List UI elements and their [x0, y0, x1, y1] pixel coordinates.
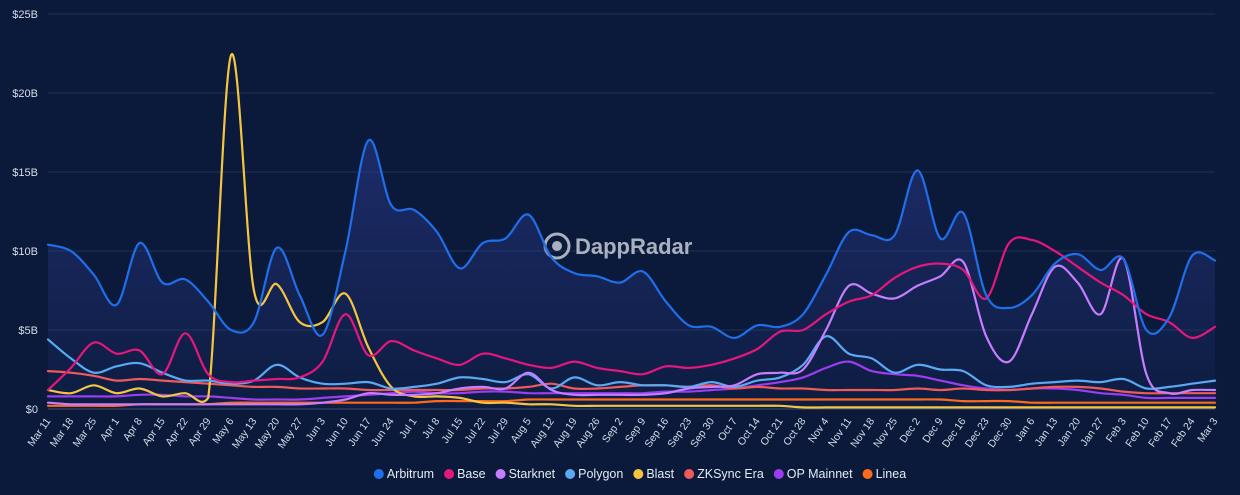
series-area-arbitrum — [48, 139, 1215, 409]
y-tick-label: $25B — [12, 9, 38, 21]
series-line-base — [46, 236, 1217, 392]
series-line-polygon — [46, 335, 1217, 391]
x-tick-label: Jan 20 — [1055, 416, 1083, 449]
legend-label: Linea — [876, 467, 907, 481]
legend-label: Starknet — [509, 467, 556, 481]
y-tick-label: $10B — [12, 246, 38, 258]
x-tick-label: Apr 1 — [98, 416, 122, 444]
y-tick-label: $15B — [12, 167, 38, 179]
x-tick-label: Oct 28 — [781, 416, 809, 448]
x-tick-label: Jul 8 — [420, 416, 443, 441]
x-tick-label: Apr 22 — [163, 416, 191, 448]
dappradar-watermark: DappRadar — [543, 232, 693, 260]
x-tick-label: Dec 30 — [986, 416, 1015, 450]
x-tick-label: Apr 29 — [186, 416, 214, 448]
legend-swatch — [444, 469, 455, 479]
legend-label: Arbitrum — [387, 467, 434, 481]
x-tick-label: Apr 15 — [140, 416, 168, 448]
legend-swatch — [633, 469, 644, 479]
legend-item-polygon[interactable]: Polygon — [565, 467, 623, 481]
legend-item-blast[interactable]: Blast — [633, 467, 675, 481]
series-line-blast — [46, 53, 1217, 409]
series-lines — [46, 53, 1217, 409]
x-tick-label: Jul 29 — [485, 416, 511, 446]
legend-item-op-mainnet[interactable]: OP Mainnet — [773, 467, 853, 481]
x-tick-label: Oct 21 — [758, 416, 786, 448]
legend-item-arbitrum[interactable]: Arbitrum — [373, 467, 434, 481]
legend-item-starknet[interactable]: Starknet — [495, 467, 556, 481]
legend-swatch — [862, 469, 873, 479]
x-tick-label: Jan 13 — [1032, 416, 1060, 449]
y-axis-tick-labels: $0 $5B $10B $15B $20B $25B — [12, 9, 38, 416]
x-tick-label: Sep 2 — [600, 416, 626, 445]
y-tick-label: $20B — [12, 88, 38, 100]
x-tick-label: Jul 1 — [397, 416, 420, 441]
x-tick-label: Jun 24 — [369, 416, 397, 449]
legend: Arbitrum Base Starknet Polygon Blast ZKSync E… — [373, 467, 907, 481]
series-line-arbitrum — [46, 138, 1217, 340]
x-tick-label: Dec 2 — [897, 416, 923, 445]
legend-swatch — [684, 469, 695, 479]
legend-swatch — [495, 469, 506, 479]
x-tick-label: Jun 17 — [346, 416, 374, 449]
x-tick-label: Oct 14 — [735, 416, 763, 448]
legend-item-linea[interactable]: Linea — [862, 467, 907, 481]
series-line-zksync-era — [46, 370, 1217, 395]
watermark-text: DappRadar — [575, 234, 693, 259]
y-tick-label: $5B — [18, 325, 38, 337]
legend-label: Blast — [646, 467, 674, 481]
series-line-linea — [46, 398, 1217, 408]
x-tick-label: Feb 24 — [1169, 416, 1198, 450]
x-tick-label: Jul 22 — [462, 416, 488, 446]
legend-item-zksync-era[interactable]: ZKSync Era — [684, 467, 764, 481]
legend-swatch — [565, 469, 576, 479]
x-tick-label: Nov 25 — [871, 416, 900, 450]
x-tick-label: Mar 3 — [1195, 416, 1220, 445]
x-tick-label: Aug 26 — [574, 416, 603, 450]
legend-item-base[interactable]: Base — [444, 467, 486, 481]
legend-label: ZKSync Era — [697, 467, 764, 481]
legend-label: Polygon — [578, 467, 623, 481]
legend-swatch — [773, 469, 784, 479]
legend-swatch — [373, 469, 384, 479]
y-tick-label: $0 — [26, 404, 38, 416]
x-tick-label: May 27 — [276, 416, 306, 451]
legend-label: OP Mainnet — [787, 467, 853, 481]
x-tick-label: Sep 30 — [688, 416, 717, 450]
legend-label: Base — [457, 467, 486, 481]
x-tick-label: Jan 27 — [1078, 416, 1106, 449]
series-line-starknet — [46, 256, 1217, 406]
x-tick-label: Jun 10 — [323, 416, 351, 449]
x-tick-label: Jul 15 — [439, 416, 465, 446]
x-tick-label: Mar 25 — [71, 416, 100, 450]
